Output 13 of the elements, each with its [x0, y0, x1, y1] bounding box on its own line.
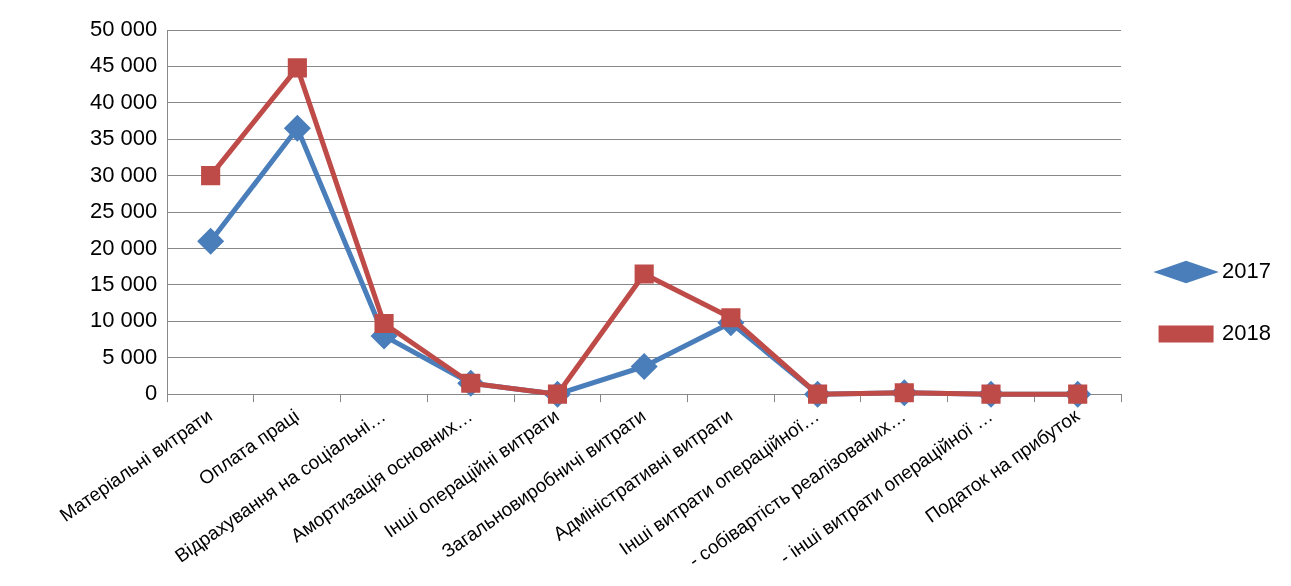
y-tick-label: 5 000 [102, 343, 158, 369]
y-tick-label: 40 000 [89, 88, 158, 114]
y-tick-label: 0 [145, 380, 158, 406]
legend-label: 2018 [1222, 320, 1272, 346]
y-tick-label: 10 000 [89, 307, 158, 333]
y-tick-label: 50 000 [89, 16, 158, 42]
y-tick-label: 25 000 [89, 198, 158, 224]
y-tick-label: 20 000 [89, 234, 158, 260]
y-tick-label: 45 000 [89, 52, 158, 78]
legend-label: 2017 [1222, 258, 1272, 284]
y-tick-label: 35 000 [89, 125, 158, 151]
y-tick-label: 30 000 [89, 161, 158, 187]
y-tick-label: 15 000 [89, 270, 158, 296]
